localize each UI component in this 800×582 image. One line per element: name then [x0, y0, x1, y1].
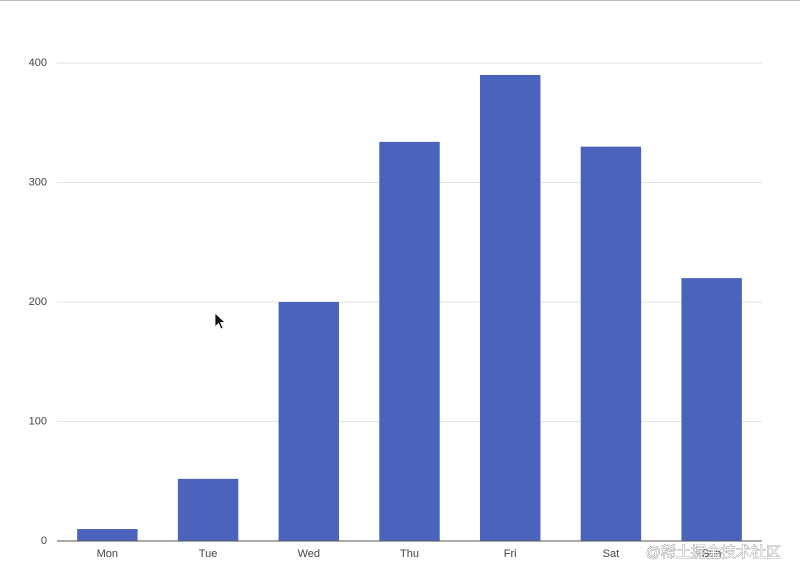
bar — [177, 478, 239, 541]
bar — [77, 529, 138, 541]
y-tick-label: 400 — [29, 57, 47, 69]
bar — [480, 74, 541, 541]
y-tick-label: 100 — [29, 415, 47, 427]
watermark: @稀土掘金技术社区 — [646, 544, 781, 561]
x-tick-label: Mon — [97, 548, 118, 560]
x-tick-label: Thu — [400, 548, 419, 560]
x-tick-label: Sat — [603, 548, 620, 560]
bar — [681, 278, 742, 541]
x-tick-label: Wed — [298, 548, 320, 560]
plot: 0 100 200 300 400 Mon Tue Wed Thu Fri Sat Sun — [29, 57, 762, 560]
y-tick-label: 300 — [29, 176, 47, 188]
cursor — [214, 312, 227, 330]
x-tick-label: Tue — [199, 548, 218, 560]
y-tick-label: 0 — [41, 535, 47, 547]
bar — [379, 141, 440, 541]
x-tick-label: Fri — [504, 548, 517, 560]
bar — [580, 146, 642, 541]
y-tick-label: 200 — [29, 296, 47, 308]
x-tick-label: Sun — [702, 548, 722, 560]
bar — [278, 302, 339, 541]
